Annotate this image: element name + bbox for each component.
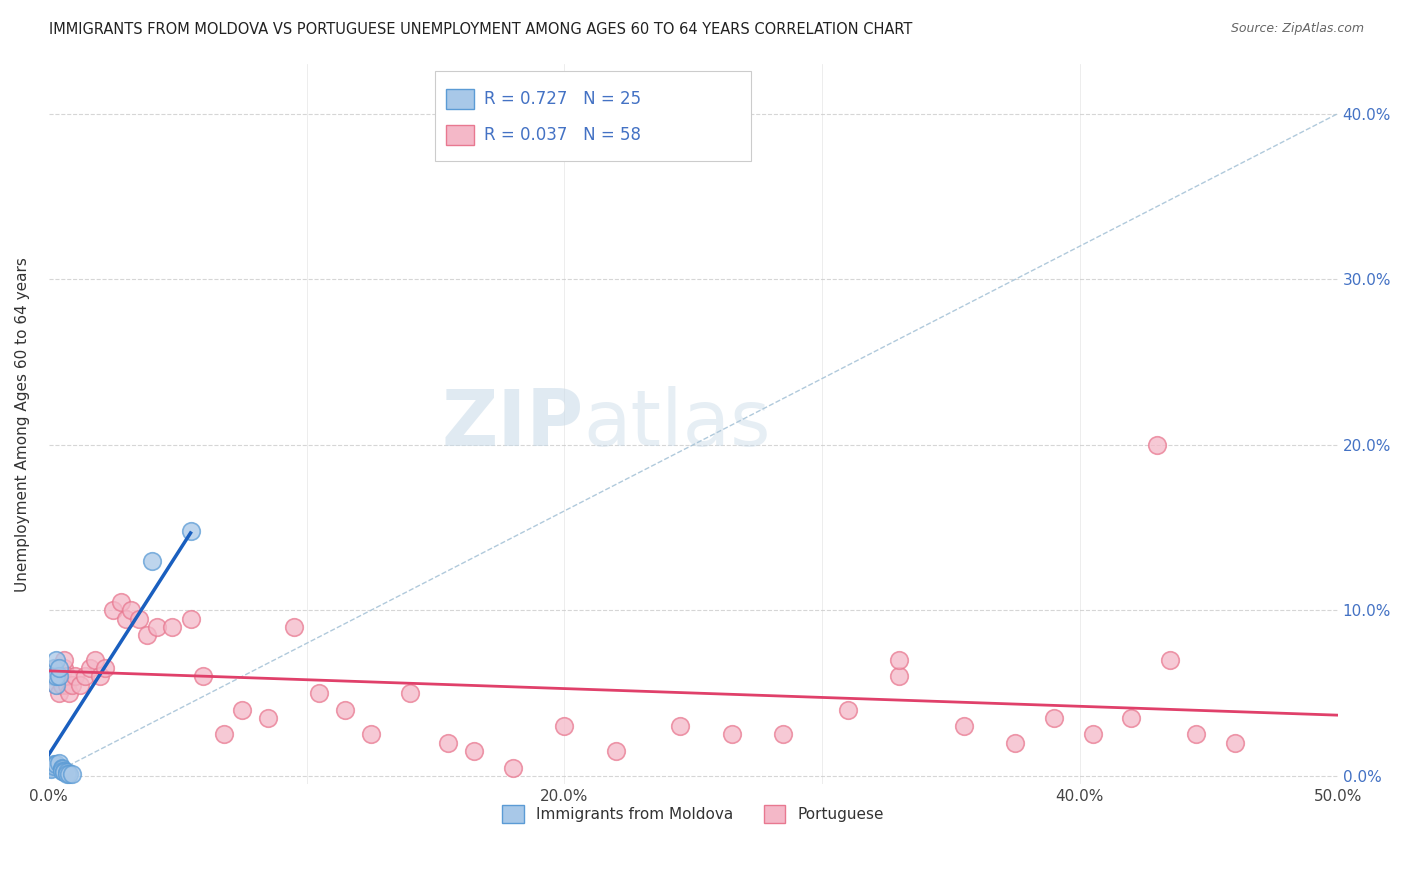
Point: [60, 678, 83, 692]
Point: [135, 628, 157, 642]
Point: [60, 767, 83, 781]
Point: [42, 669, 65, 683]
Point: [103, 603, 125, 617]
Bar: [446, 89, 474, 110]
Point: [398, 686, 420, 700]
Text: R = 0.037   N = 58: R = 0.037 N = 58: [485, 126, 641, 144]
Point: [669, 719, 692, 733]
Point: [42, 759, 65, 773]
Text: R = 0.727   N = 25: R = 0.727 N = 25: [485, 89, 641, 108]
Point: [115, 611, 138, 625]
Text: ZIP: ZIP: [441, 386, 583, 462]
Bar: [446, 125, 474, 145]
Point: [162, 620, 184, 634]
Point: [53, 765, 76, 780]
Point: [605, 744, 627, 758]
Point: [146, 620, 169, 634]
Point: [953, 719, 976, 733]
Point: [45, 653, 67, 667]
Point: [51, 669, 73, 683]
Point: [837, 702, 859, 716]
Point: [1081, 727, 1104, 741]
Point: [120, 603, 142, 617]
Point: [212, 727, 235, 741]
Point: [180, 524, 202, 538]
Point: [56, 767, 79, 781]
Point: [42, 661, 65, 675]
Point: [53, 764, 76, 778]
Point: [128, 611, 150, 625]
Point: [58, 686, 80, 700]
Point: [45, 669, 67, 683]
Text: atlas: atlas: [583, 386, 770, 462]
Point: [48, 686, 70, 700]
Point: [42, 757, 65, 772]
Text: IMMIGRANTS FROM MOLDOVA VS PORTUGUESE UNEMPLOYMENT AMONG AGES 60 TO 64 YEARS COR: IMMIGRANTS FROM MOLDOVA VS PORTUGUESE UN…: [49, 22, 912, 37]
Point: [94, 661, 117, 675]
Point: [58, 767, 80, 781]
Point: [53, 653, 76, 667]
Point: [48, 669, 70, 683]
Point: [772, 727, 794, 741]
Point: [79, 661, 101, 675]
Point: [56, 765, 79, 780]
Point: [721, 727, 744, 741]
Point: [45, 678, 67, 692]
Point: [41, 759, 63, 773]
Point: [1146, 438, 1168, 452]
Point: [283, 620, 305, 634]
Point: [56, 669, 79, 683]
Point: [889, 669, 911, 683]
Point: [48, 756, 70, 770]
Point: [502, 760, 524, 774]
Point: [41, 760, 63, 774]
Point: [1043, 711, 1066, 725]
Point: [84, 653, 107, 667]
Point: [141, 553, 163, 567]
Point: [53, 661, 76, 675]
Y-axis label: Unemployment Among Ages 60 to 64 years: Unemployment Among Ages 60 to 64 years: [15, 257, 30, 591]
Point: [231, 702, 253, 716]
Point: [45, 661, 67, 675]
Point: [48, 669, 70, 683]
Point: [69, 678, 91, 692]
Point: [193, 669, 215, 683]
Point: [1159, 653, 1181, 667]
Point: [1185, 727, 1208, 741]
Point: [41, 762, 63, 776]
Text: Source: ZipAtlas.com: Source: ZipAtlas.com: [1230, 22, 1364, 36]
Point: [89, 669, 111, 683]
Point: [1223, 736, 1246, 750]
Point: [335, 702, 357, 716]
Point: [45, 757, 67, 772]
Point: [257, 711, 280, 725]
Point: [889, 653, 911, 667]
Point: [63, 669, 86, 683]
Point: [308, 686, 330, 700]
Point: [42, 669, 65, 683]
Point: [463, 744, 485, 758]
Point: [360, 727, 382, 741]
Point: [553, 719, 575, 733]
Point: [437, 736, 460, 750]
Point: [45, 678, 67, 692]
Point: [51, 678, 73, 692]
Point: [110, 595, 132, 609]
Point: [56, 678, 79, 692]
Point: [73, 669, 96, 683]
Point: [1004, 736, 1026, 750]
Point: [1121, 711, 1143, 725]
Point: [51, 764, 73, 778]
Point: [180, 611, 202, 625]
Point: [51, 760, 73, 774]
Legend: Immigrants from Moldova, Portuguese: Immigrants from Moldova, Portuguese: [495, 797, 891, 830]
Point: [48, 661, 70, 675]
FancyBboxPatch shape: [436, 71, 751, 161]
Point: [51, 762, 73, 776]
